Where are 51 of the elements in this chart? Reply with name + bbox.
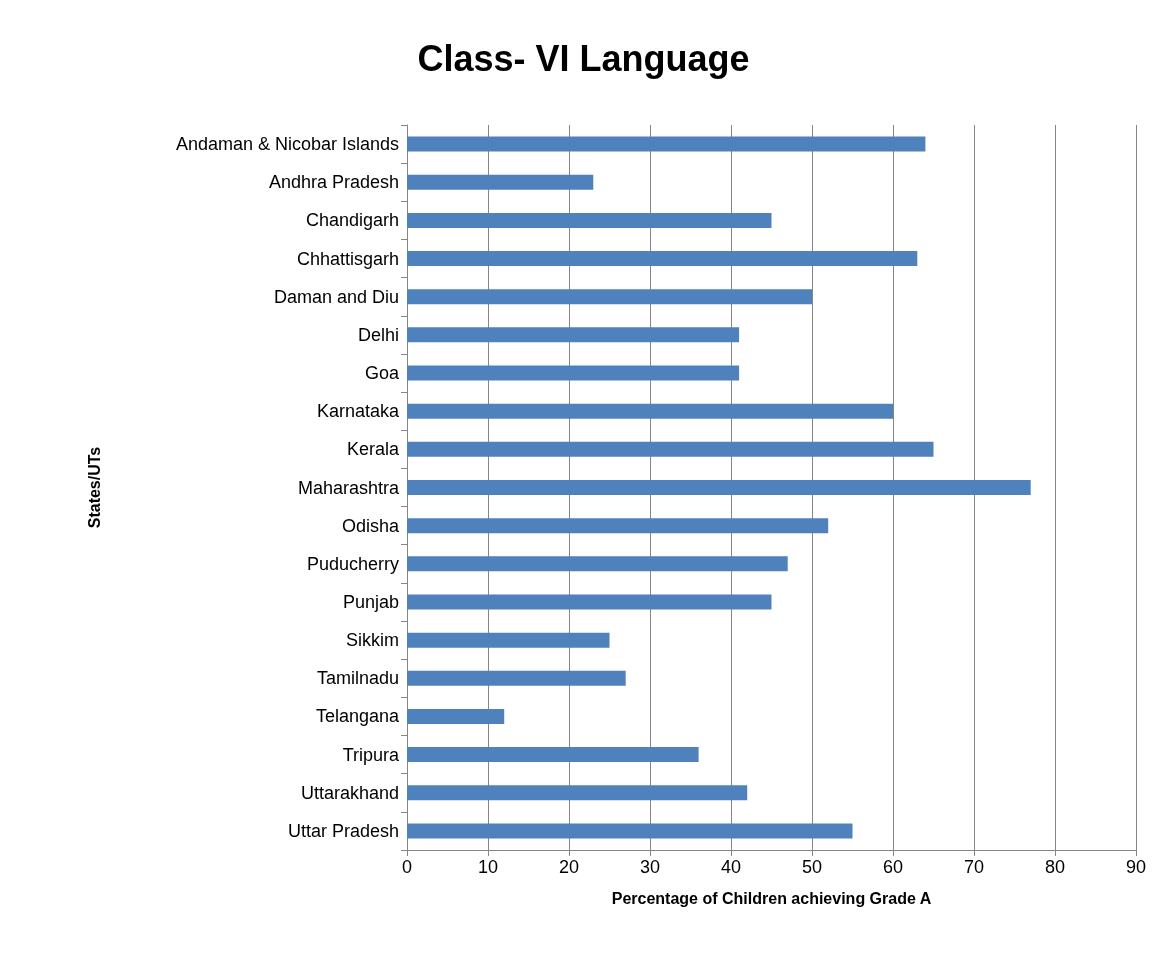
y-tick-label: Uttar Pradesh xyxy=(287,820,399,841)
bar xyxy=(407,365,740,381)
y-tick-label: Chhattisgarh xyxy=(296,248,399,269)
bar xyxy=(407,251,918,267)
y-axis-title: States/UTs xyxy=(85,446,103,529)
x-tick-label: 20 xyxy=(558,857,580,877)
bar xyxy=(407,403,893,419)
x-tick-label: 50 xyxy=(801,857,823,877)
x-tick-label: 0 xyxy=(401,857,413,877)
bar xyxy=(407,212,772,228)
x-tick-label: 40 xyxy=(720,857,742,877)
x-tick-label: 90 xyxy=(1125,857,1147,877)
y-tick-label: Tripura xyxy=(342,744,400,765)
y-tick-label: Maharashtra xyxy=(297,477,400,498)
chart-title: Class- VI Language xyxy=(417,37,750,79)
bar xyxy=(407,670,626,686)
bar xyxy=(407,518,829,534)
bar xyxy=(407,594,772,610)
y-tick-label: Andaman & Nicobar Islands xyxy=(175,134,399,155)
x-tick-label: 60 xyxy=(882,857,904,877)
x-tick-label: 30 xyxy=(639,857,661,877)
x-tick-label: 80 xyxy=(1044,857,1066,877)
bar xyxy=(407,823,853,839)
y-tick-label: Sikkim xyxy=(346,630,399,651)
y-tick-label: Daman and Diu xyxy=(273,286,399,307)
y-tick-label: Chandigarh xyxy=(305,210,399,231)
x-tick-label: 10 xyxy=(477,857,499,877)
y-tick-label: Odisha xyxy=(341,515,400,536)
x-axis-title: Percentage of Children achieving Grade A xyxy=(611,889,932,907)
bar xyxy=(407,785,748,801)
bar xyxy=(407,747,699,763)
y-tick-label: Delhi xyxy=(357,324,399,345)
y-tick-label: Goa xyxy=(364,363,400,384)
y-tick-label: Puducherry xyxy=(306,553,399,574)
bar xyxy=(407,708,505,724)
bar xyxy=(407,480,1031,495)
y-tick-label: Andhra Pradesh xyxy=(268,172,399,193)
bar xyxy=(407,289,812,305)
y-tick-label: Telangana xyxy=(315,706,400,727)
y-tick-label: Tamilnadu xyxy=(316,668,399,689)
x-tick-label: 70 xyxy=(963,857,985,877)
bar xyxy=(407,136,926,152)
y-tick-label: Kerala xyxy=(346,439,400,460)
bar xyxy=(407,632,610,648)
bar xyxy=(407,327,740,343)
bar xyxy=(407,174,594,190)
y-tick-label: Karnataka xyxy=(316,401,400,422)
bar xyxy=(407,441,934,457)
y-tick-label: Punjab xyxy=(342,591,399,612)
bar xyxy=(407,556,788,572)
y-tick-label: Uttarakhand xyxy=(300,782,399,803)
